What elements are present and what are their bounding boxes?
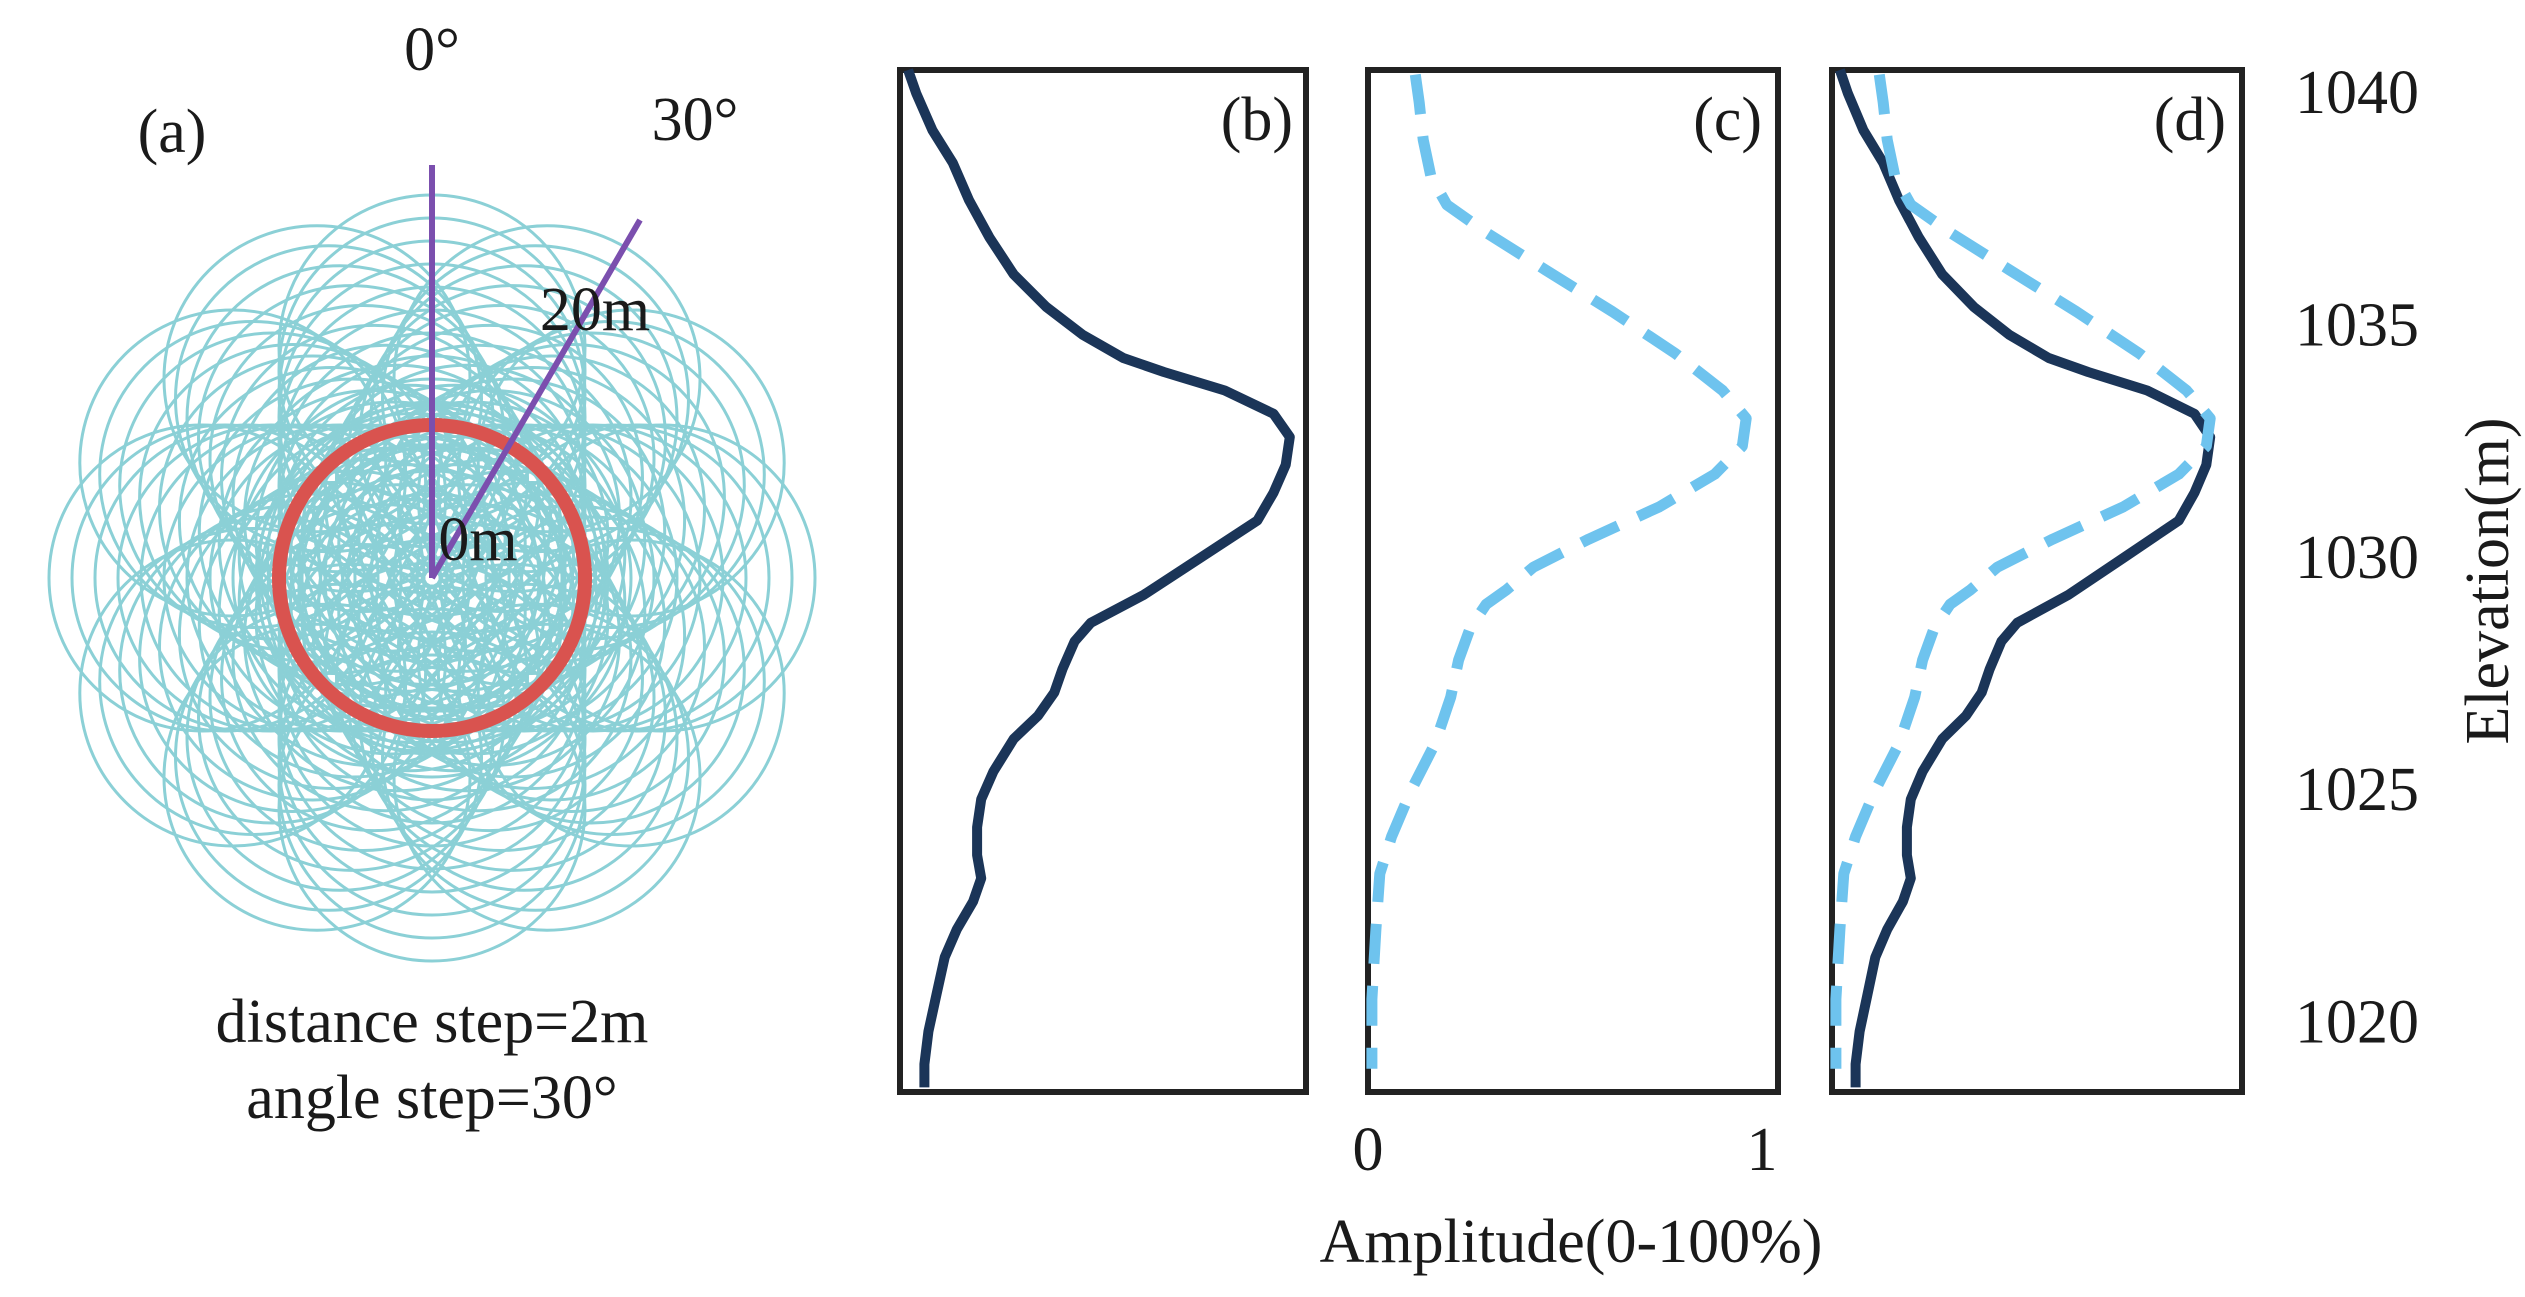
sampling-circle (177, 366, 487, 675)
sampling-circle (174, 244, 483, 554)
sampling-circle (381, 244, 690, 554)
sampling-circle (392, 224, 702, 534)
panel-a-label: (a) (138, 98, 207, 166)
y-tick-label: 1020 (2295, 988, 2419, 1056)
panel-d-label: (d) (2154, 86, 2226, 154)
sampling-circle (197, 469, 507, 779)
sampling-circle (323, 343, 633, 653)
sampling-circle (98, 527, 408, 836)
panel-c-label: (c) (1693, 86, 1762, 154)
panel-d-frame (1829, 67, 2245, 1095)
sampling-circle (476, 538, 786, 848)
y-tick-label: 1025 (2295, 756, 2419, 824)
y-tick-label: 1030 (2295, 524, 2419, 592)
panel-b-solid-line (903, 68, 1295, 1088)
distance-label-0m: 0m (438, 506, 517, 574)
caption-angle-step: angle step=30° (246, 1064, 617, 1132)
sampling-circle (377, 366, 687, 675)
sampling-circle (185, 423, 495, 733)
sampling-circle (93, 423, 403, 733)
panel-d: (d) 1020 1025 1030 1035 1040 Elevation(m) (1829, 59, 2522, 1095)
sampling-circle (381, 602, 690, 912)
sampling-circle (335, 523, 644, 833)
sampling-circles (47, 193, 817, 963)
ray-30-degrees (429, 218, 643, 580)
sampling-circle (456, 320, 766, 629)
y-tick-label: 1035 (2295, 292, 2419, 360)
sampling-circle (461, 423, 771, 733)
sampling-circle (357, 469, 667, 779)
sampling-circle (220, 323, 529, 633)
y-axis-ticks: 1020 1025 1030 1035 1040 (2295, 59, 2419, 1056)
sampling-circle (70, 423, 380, 733)
sampling-circle (484, 423, 794, 733)
panel-c: (c) 0 1 (1353, 67, 1781, 1184)
panel-c-frame (1365, 67, 1781, 1095)
sampling-circle (162, 622, 472, 932)
sampling-circle (220, 523, 529, 833)
sampling-circle (231, 343, 541, 653)
y-axis-label: Elevation(m) (2454, 417, 2522, 744)
sampling-circle (197, 377, 507, 687)
sampling-circle (277, 607, 587, 917)
panel-d-dashed-line (1830, 73, 2216, 1069)
sampling-circle (98, 320, 408, 629)
x-tick-label-1: 1 (1747, 1116, 1778, 1184)
distance-label-20m: 20m (540, 276, 650, 344)
sampling-circle (357, 377, 667, 687)
sampling-circle (231, 503, 541, 813)
sampling-circle (476, 308, 786, 618)
panel-d-solid-line (1835, 68, 2216, 1088)
y-tick-label: 1040 (2295, 59, 2419, 127)
panel-c-dashed-line (1366, 73, 1752, 1069)
angle-label-30: 30° (652, 86, 739, 154)
panel-b-label: (b) (1221, 86, 1293, 154)
caption-distance-step: distance step=2m (216, 988, 649, 1056)
sampling-circle (78, 538, 388, 848)
sampling-circle (162, 224, 472, 534)
panel-b-frame (897, 67, 1309, 1095)
sampling-circle (507, 423, 817, 733)
sampling-circle (392, 622, 702, 932)
sampling-circle (335, 323, 644, 633)
panel-b: (b) (897, 67, 1309, 1095)
sampling-circle (377, 481, 687, 790)
sampling-circle (47, 423, 357, 733)
angle-label-0: 0° (404, 16, 460, 84)
sampling-circle (177, 481, 487, 790)
sampling-circle (78, 308, 388, 618)
sampling-circle (277, 630, 587, 940)
x-axis-label: Amplitude(0-100%) (1320, 1208, 1823, 1276)
sampling-circle (277, 653, 587, 963)
sampling-circle (174, 602, 483, 912)
x-tick-label-0: 0 (1353, 1116, 1384, 1184)
panel-a-polar-sampling: (a) 0° 30° 20m 0m distance step=2m angle… (47, 16, 817, 1132)
sampling-circle (456, 527, 766, 836)
